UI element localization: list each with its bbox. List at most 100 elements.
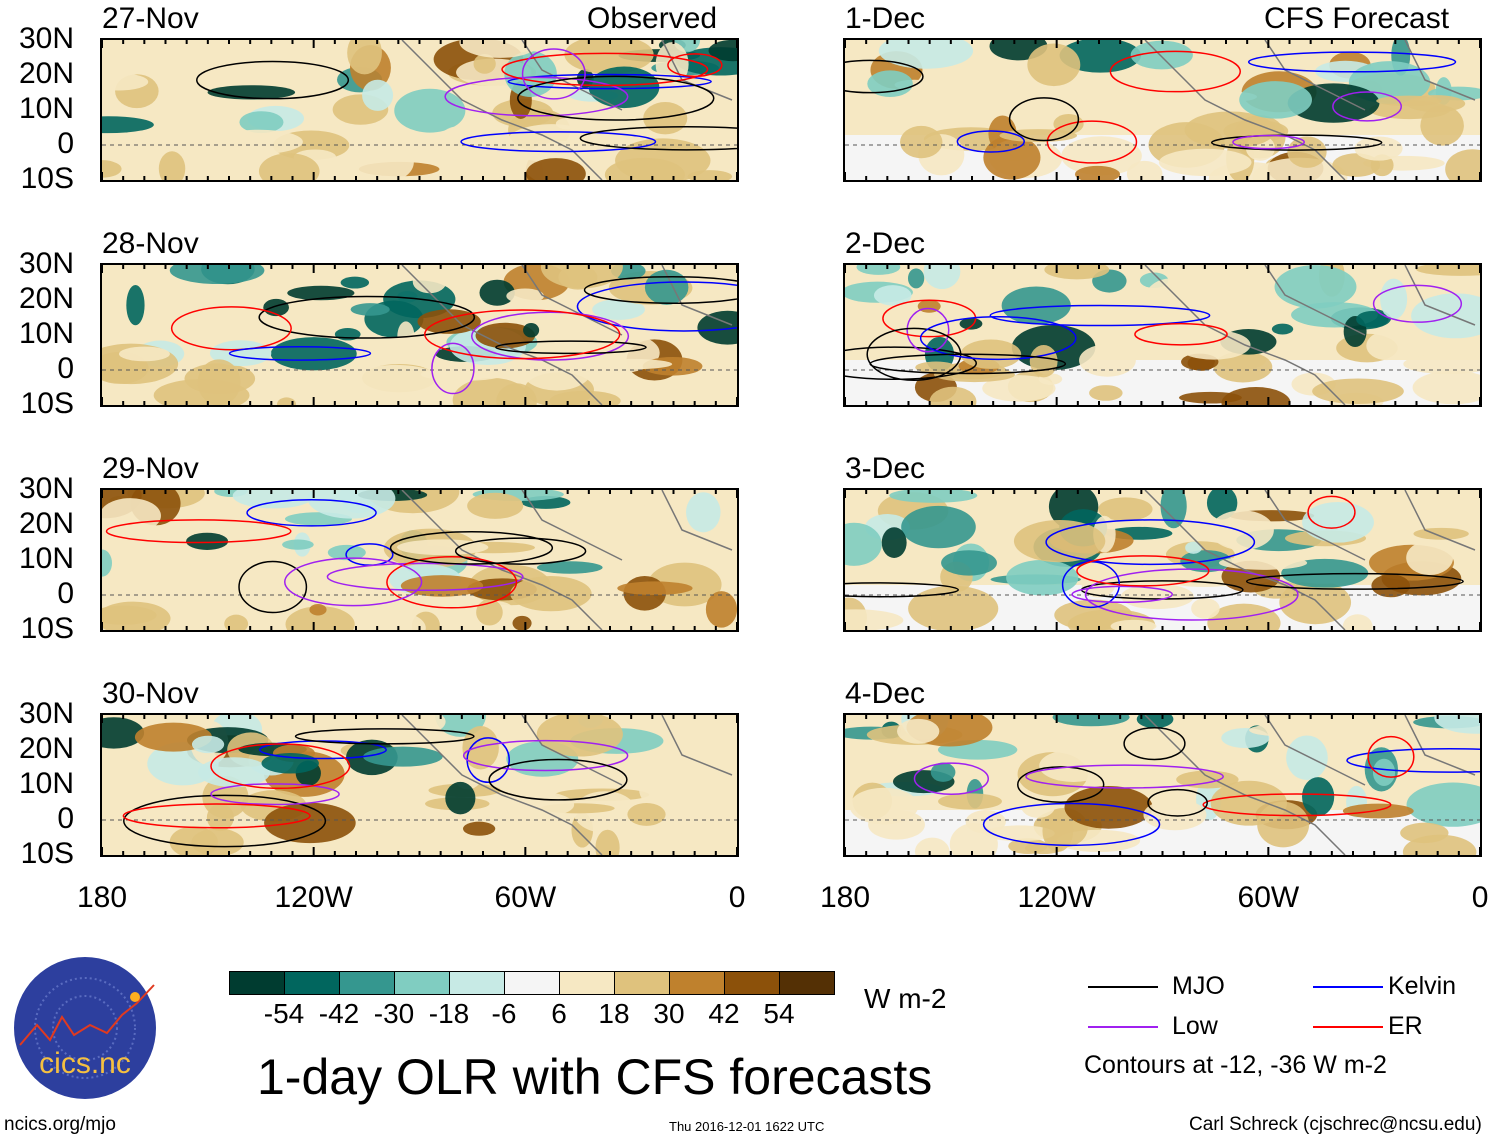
olr-shading-blob xyxy=(191,735,225,754)
lat-tick-label: 0 xyxy=(57,802,74,835)
olr-map-panel xyxy=(843,488,1482,632)
lat-tick-label: 0 xyxy=(57,352,74,385)
olr-shading-blob xyxy=(479,279,515,306)
olr-map-panel xyxy=(100,713,739,857)
olr-shading-blob xyxy=(687,170,733,180)
legend-kelvin-line xyxy=(1313,986,1383,988)
olr-shading-blob xyxy=(340,276,370,289)
olr-shading-blob xyxy=(1080,94,1137,122)
colorbar-label: 42 xyxy=(708,998,740,1029)
olr-shading-blob xyxy=(102,129,172,166)
olr-shading-blob xyxy=(1027,43,1081,87)
er-contour xyxy=(667,53,723,78)
olr-shading-blob xyxy=(901,505,976,549)
olr-shading-blob xyxy=(1191,598,1220,619)
olr-shading-blob xyxy=(523,323,540,338)
olr-shading-blob xyxy=(1120,583,1194,610)
mjo-contour xyxy=(1147,788,1208,817)
olr-shading-blob xyxy=(362,79,394,111)
mjo-contour xyxy=(517,75,715,121)
olr-shading-blob xyxy=(1380,278,1408,320)
olr-shading-blob xyxy=(915,361,957,374)
colorbar-label: -54 xyxy=(263,998,305,1029)
olr-shading-blob xyxy=(1420,105,1464,146)
coastline xyxy=(401,715,733,855)
olr-shading-blob xyxy=(1249,723,1321,737)
olr-shading-blob xyxy=(1416,265,1480,276)
panel-date: 3-Dec xyxy=(845,452,926,485)
olr-shading-blob xyxy=(473,53,496,74)
kelvin-contour xyxy=(956,130,1025,153)
olr-shading-blob xyxy=(1042,809,1074,852)
figure-title: 1-day OLR with CFS forecasts xyxy=(257,1049,933,1105)
low-contour xyxy=(1372,284,1463,323)
olr-shading-blob xyxy=(1079,344,1136,377)
olr-shading-blob xyxy=(604,157,685,180)
lat-tick-label: 30N xyxy=(18,472,74,505)
olr-shading-blob xyxy=(622,367,643,405)
olr-shading-blob xyxy=(923,265,961,290)
olr-shading-blob xyxy=(597,490,649,513)
olr-shading-blob xyxy=(1089,385,1123,401)
lat-tick-label: 10N xyxy=(18,767,74,800)
olr-shading-blob xyxy=(1434,715,1480,734)
olr-shading-blob xyxy=(350,303,390,316)
mjo-contour xyxy=(294,728,475,745)
footer-url[interactable]: ncics.org/mjo xyxy=(4,1114,116,1135)
lon-tick-label: 180 xyxy=(819,881,871,914)
olr-shading-blob xyxy=(242,553,302,568)
low-contour xyxy=(1232,134,1305,150)
er-contour xyxy=(1076,555,1210,587)
mjo-contour xyxy=(845,582,959,598)
olr-shading-blob xyxy=(363,746,443,767)
olr-shading-blob xyxy=(462,821,496,836)
low-contour xyxy=(913,762,990,795)
olr-shading-blob xyxy=(158,151,186,180)
olr-shading-blob xyxy=(1445,149,1480,180)
contour-note: Contours at -12, -36 W m-2 xyxy=(1084,1051,1387,1079)
olr-shading-blob xyxy=(264,802,356,844)
lon-tick-label: 60W xyxy=(494,881,557,914)
mjo-contour xyxy=(869,353,1067,375)
olr-shading-blob xyxy=(617,581,693,595)
olr-shading-blob xyxy=(705,591,737,628)
er-contour xyxy=(386,555,518,609)
olr-shading-blob xyxy=(1302,501,1374,543)
olr-shading-blob xyxy=(197,359,241,405)
kelvin-contour xyxy=(1346,747,1480,773)
kelvin-contour xyxy=(246,498,377,527)
panel-date: 30-Nov xyxy=(102,677,199,710)
olr-map-panel xyxy=(100,488,739,632)
low-contour xyxy=(906,307,950,353)
olr-shading-blob xyxy=(239,111,284,134)
colorbar-swatch xyxy=(450,972,505,994)
olr-shading-blob xyxy=(930,762,956,782)
kelvin-contour xyxy=(919,316,1077,361)
lon-tick-label: 180 xyxy=(76,881,128,914)
mjo-contour xyxy=(1017,766,1105,804)
olr-shading-blob xyxy=(1218,555,1308,570)
olr-shading-blob xyxy=(1126,160,1163,180)
kelvin-contour xyxy=(460,131,657,153)
olr-shading-blob xyxy=(102,601,171,630)
lon-tick-label: 120W xyxy=(274,881,353,914)
olr-shading-blob xyxy=(1221,387,1291,405)
olr-shading-blob xyxy=(878,40,974,69)
er-contour xyxy=(1046,120,1138,164)
olr-shading-blob xyxy=(1411,293,1480,339)
mjo-contour xyxy=(583,275,737,304)
olr-shading-blob xyxy=(396,831,424,854)
lat-tick-label: 0 xyxy=(57,577,74,610)
olr-shading-blob xyxy=(102,116,154,134)
olr-shading-blob xyxy=(867,70,913,98)
olr-shading-blob xyxy=(442,126,480,145)
olr-shading-blob xyxy=(102,549,113,577)
legend-mjo-line xyxy=(1088,986,1158,988)
colorbar-swatch xyxy=(560,972,615,994)
olr-shading-blob xyxy=(708,40,737,62)
olr-shading-blob xyxy=(856,265,901,275)
olr-shading-blob xyxy=(417,309,481,334)
colorbar-swatch xyxy=(780,972,834,994)
low-contour xyxy=(1071,585,1174,604)
low-contour xyxy=(326,562,524,592)
